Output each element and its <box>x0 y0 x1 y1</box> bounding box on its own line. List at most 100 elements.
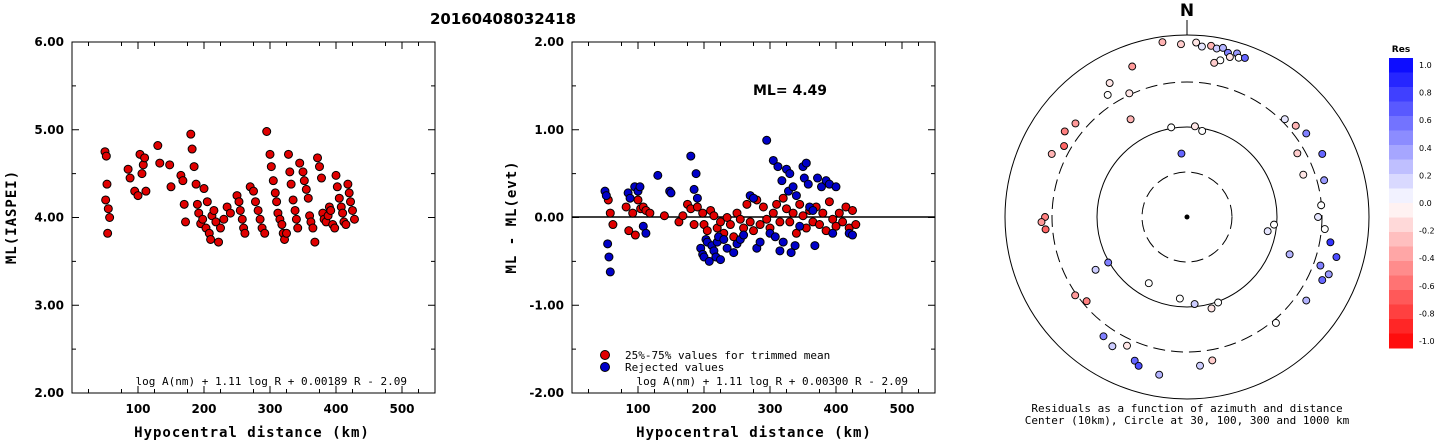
caption-line-2: Center (10km), Circle at 30, 100, 300 an… <box>1025 414 1350 427</box>
x-tick-label: 300 <box>257 402 282 416</box>
station-marker <box>1144 279 1153 288</box>
data-point <box>749 226 758 236</box>
colorbar-label: 0.8 <box>1419 89 1432 98</box>
data-point <box>141 186 151 196</box>
data-point <box>290 205 300 215</box>
y-axis-label: ML(IASPEI) <box>4 170 20 264</box>
colorbar-cell <box>1389 333 1413 349</box>
colorbar-cell <box>1389 87 1413 102</box>
station-marker <box>1108 342 1117 351</box>
data-point <box>202 197 212 207</box>
station-marker <box>1299 170 1308 179</box>
data-point <box>272 197 282 207</box>
station-marker <box>1210 58 1219 67</box>
data-point <box>755 237 765 247</box>
data-point <box>219 214 229 224</box>
colorbar-cell <box>1389 290 1413 305</box>
data-point <box>301 184 311 194</box>
data-point <box>140 153 150 163</box>
station-marker <box>1190 122 1199 131</box>
data-point <box>332 182 342 192</box>
station-marker <box>1293 149 1302 158</box>
colorbar-cell <box>1389 58 1413 73</box>
colorbar-cell <box>1389 174 1413 189</box>
caption-line-1: Residuals as a function of azimuth and d… <box>1031 402 1342 415</box>
data-point <box>773 162 783 172</box>
data-point <box>689 220 699 230</box>
data-point <box>349 214 359 224</box>
data-point <box>155 158 165 168</box>
plot-frame <box>71 41 436 394</box>
legend-marker-trimmed <box>600 350 610 360</box>
data-point <box>691 169 701 179</box>
colorbar-cell <box>1389 159 1413 175</box>
station-marker <box>1134 361 1143 370</box>
legend-marker-rejected <box>600 362 610 372</box>
x-tick-label: 100 <box>125 402 150 416</box>
x-tick-label: 500 <box>389 402 414 416</box>
data-point <box>286 179 296 189</box>
circle-100km <box>1096 126 1278 308</box>
data-point <box>775 246 785 256</box>
station-marker <box>1123 341 1131 350</box>
station-marker <box>1060 142 1069 150</box>
data-point <box>778 193 788 203</box>
colorbar-cell <box>1389 188 1413 204</box>
colorbar-cell <box>1389 130 1413 146</box>
data-point <box>249 186 258 196</box>
data-point <box>310 237 320 247</box>
data-point <box>704 256 714 266</box>
colorbar-labels: 1.0 0.8 0.6 0.4 0.2 0.0 -0.2 -0.4 -0.6 -0.8 -1.0 <box>1419 61 1435 346</box>
data-point <box>308 223 318 233</box>
data-point <box>101 195 111 205</box>
data-point <box>633 195 643 205</box>
y-tick-label: -2.00 <box>529 386 564 400</box>
station-marker <box>1317 201 1326 210</box>
data-point <box>282 228 291 238</box>
station-marker <box>1071 119 1080 128</box>
data-point <box>653 170 663 180</box>
y-tick-label: 5.00 <box>34 123 64 137</box>
data-point <box>250 197 260 207</box>
data-point <box>786 248 796 258</box>
station-marker <box>1318 149 1327 158</box>
data-point <box>778 237 788 247</box>
data-point <box>795 221 805 231</box>
colorbar-cell <box>1389 319 1413 334</box>
station-marker <box>1130 356 1139 365</box>
y-tick-label: -1.00 <box>529 298 564 312</box>
data-point <box>777 176 787 186</box>
data-point <box>331 170 341 180</box>
data-point <box>211 217 221 227</box>
data-point <box>788 182 798 192</box>
data-point <box>166 182 176 192</box>
data-point <box>719 234 729 244</box>
data-point <box>189 162 199 172</box>
formula-text: log A(nm) + 1.11 log R + 0.00300 R - 2.0… <box>636 375 908 388</box>
data-point <box>702 226 712 236</box>
residual-colorbar: Res 1.0 0.8 0.6 0.4 0.2 0.0 -0.2 -0.4 -0.6 -0.8 -1… <box>1389 45 1435 349</box>
polar-residual-map: N Residuals as a function of azimuth and… <box>1004 1 1370 427</box>
data-point <box>815 220 824 230</box>
data-point <box>803 179 813 189</box>
data-point <box>749 193 758 203</box>
panel-ml-iaspei: 100 200 300 400 500 2.00 3.00 4.00 5.00 6.00 Hypo… <box>4 35 436 441</box>
data-point <box>186 129 196 139</box>
data-point <box>716 255 725 265</box>
data-point <box>601 191 611 201</box>
data-point <box>608 220 618 230</box>
station-marker <box>1318 276 1327 285</box>
data-point <box>209 205 219 215</box>
circle-1000km <box>1004 34 1370 400</box>
data-point <box>641 228 651 238</box>
data-point <box>772 199 782 209</box>
x-tick-label: 100 <box>625 402 650 416</box>
colorbar-label: -0.2 <box>1419 227 1435 236</box>
data-point <box>725 220 735 230</box>
data-point <box>762 214 772 224</box>
data-point <box>125 173 135 183</box>
data-point <box>179 199 189 209</box>
data-point <box>225 208 235 218</box>
colorbar-cell <box>1389 246 1413 262</box>
station-marker <box>1302 129 1311 138</box>
